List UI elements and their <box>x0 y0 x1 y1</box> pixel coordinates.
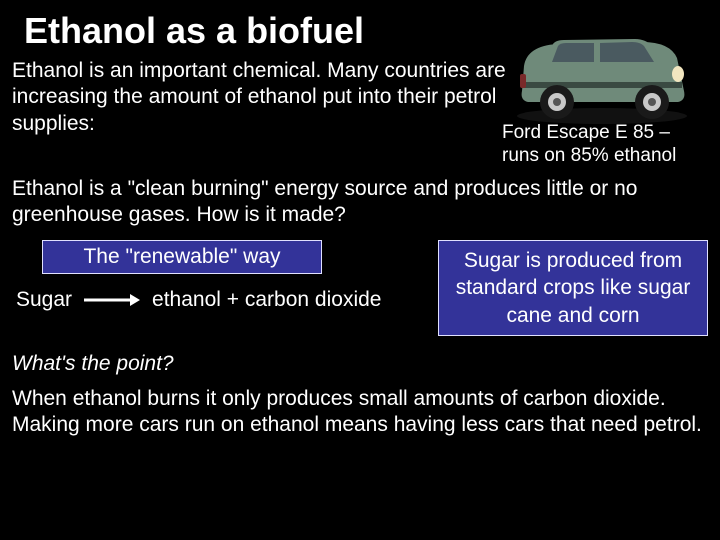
car-caption-line1: Ford Escape E 85 – <box>502 122 670 143</box>
car-icon <box>502 0 702 126</box>
intro-row: Ethanol is an important chemical. Many c… <box>0 52 720 168</box>
renewable-column: The "renewable" way Sugar ethanol + carb… <box>12 240 418 312</box>
sugar-source-box: Sugar is produced from standard crops li… <box>438 240 708 336</box>
intro-text: Ethanol is an important chemical. Many c… <box>12 58 508 137</box>
clean-burning-paragraph: Ethanol is a "clean burning" energy sour… <box>0 168 720 229</box>
equation-reactant: Sugar <box>16 288 72 312</box>
methods-row: The "renewable" way Sugar ethanol + carb… <box>0 228 720 336</box>
equation-products: ethanol + carbon dioxide <box>152 288 381 312</box>
arrow-icon <box>82 291 142 309</box>
renewable-way-box: The "renewable" way <box>42 240 322 274</box>
whats-the-point-question: What's the point? <box>0 336 720 376</box>
conclusion-paragraph: When ethanol burns it only produces smal… <box>0 376 720 439</box>
car-caption-line2: runs on 85% ethanol <box>502 145 676 166</box>
car-block: Ford Escape E 85 – runs on 85% ethanol <box>502 58 712 168</box>
reaction-equation: Sugar ethanol + carbon dioxide <box>12 288 418 312</box>
car-caption: Ford Escape E 85 – runs on 85% ethanol <box>502 122 712 168</box>
